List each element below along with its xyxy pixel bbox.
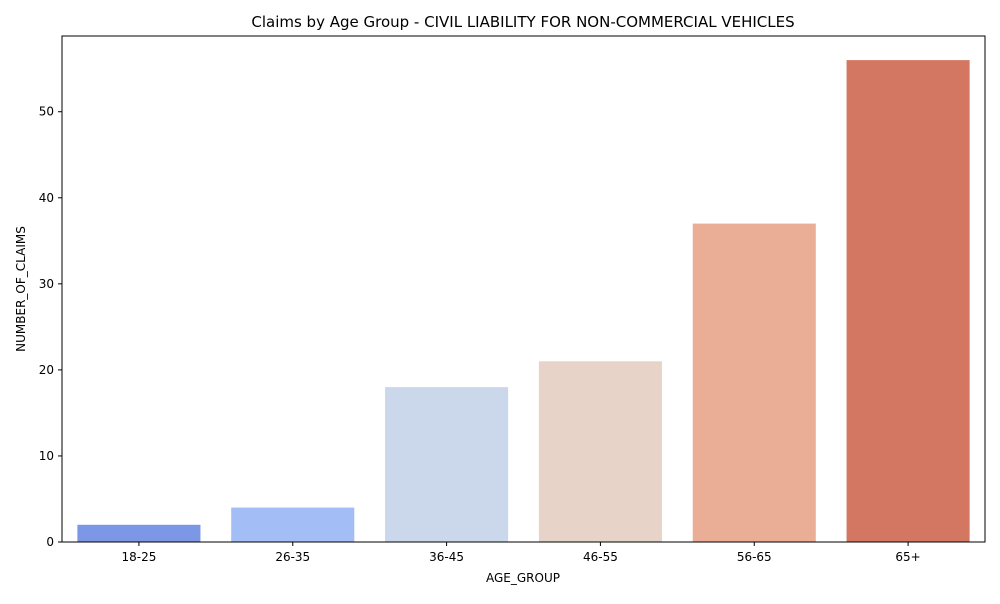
y-tick-label: 50	[39, 105, 54, 119]
x-tick-label: 18-25	[121, 550, 156, 564]
x-axis-label: AGE_GROUP	[486, 571, 560, 585]
x-tick-label: 36-45	[429, 550, 464, 564]
axis-frame	[61, 35, 986, 543]
y-tick-label: 20	[39, 363, 54, 377]
plot-frame	[61, 35, 986, 543]
bar-26-35	[231, 507, 355, 542]
bar-46-55	[538, 361, 662, 542]
y-tick-label: 0	[46, 535, 54, 549]
x-axis-ticks: 18-25 26-35 36-45 46-55 56-65 65+	[121, 542, 921, 564]
bar-36-45	[385, 387, 509, 542]
y-axis-label: NUMBER_OF_CLAIMS	[14, 226, 28, 352]
y-tick-label: 30	[39, 277, 54, 291]
x-tick-label: 46-55	[583, 550, 618, 564]
bar-18-25	[77, 524, 201, 542]
bar-65+	[846, 60, 970, 542]
y-axis-ticks: 0 10 20 30 40 50	[39, 105, 62, 549]
y-tick-label: 40	[39, 191, 54, 205]
bar-56-65	[692, 223, 816, 542]
bars-group	[77, 60, 970, 542]
y-tick-label: 10	[39, 449, 54, 463]
x-tick-label: 56-65	[737, 550, 772, 564]
x-tick-label: 26-35	[275, 550, 310, 564]
x-tick-label: 65+	[895, 550, 920, 564]
chart-title: Claims by Age Group - CIVIL LIABILITY FO…	[251, 13, 794, 31]
